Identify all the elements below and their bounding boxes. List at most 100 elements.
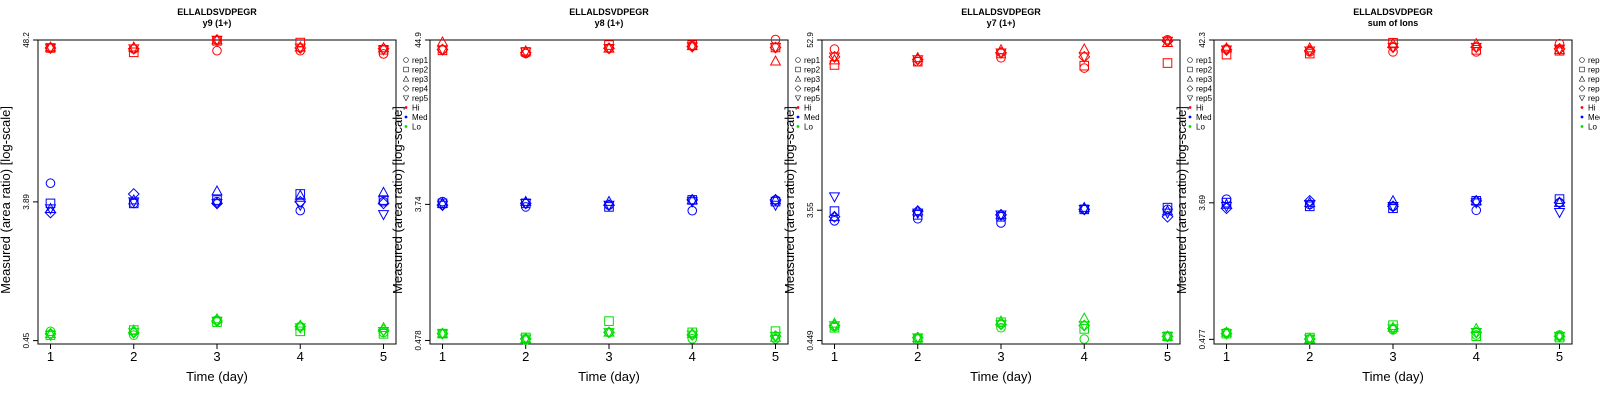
data-point-med-rep2: [378, 195, 389, 205]
legend-label-rep3: rep3: [804, 75, 821, 84]
data-point-hi-rep5: [769, 43, 782, 54]
chart-title: ELLALDSVDPEGR: [1353, 7, 1433, 17]
data-point-hi-rep5: [1387, 42, 1399, 54]
x-tick-label: 4: [689, 349, 696, 364]
x-axis-label: Time (day): [578, 369, 640, 384]
legend-label-lo: Lo: [804, 123, 813, 132]
legend-label-rep1: rep1: [804, 56, 821, 65]
data-point-lo-rep3: [1470, 322, 1483, 333]
data-point-hi-rep5: [603, 44, 615, 55]
x-tick-label: 3: [997, 349, 1004, 364]
y-tick-label: 48.2: [22, 32, 31, 48]
chart-subtitle: y7 (1+): [987, 18, 1016, 28]
legend-symbol-rep2: [795, 66, 801, 73]
data-point-hi-rep5: [294, 43, 307, 55]
x-tick-label: 3: [213, 349, 220, 364]
data-point-med-rep3: [1470, 194, 1483, 206]
y-tick-label: 44.9: [414, 32, 423, 48]
y-axis-label: Measured (area ratio) [log-scale]: [1174, 106, 1189, 294]
data-point-lo-rep5: [127, 328, 140, 339]
plot-frame: [821, 39, 1181, 345]
y-tick-label: 0.478: [414, 330, 423, 351]
data-point-lo-rep5: [1303, 334, 1316, 346]
data-point-med-rep2: [1388, 203, 1398, 214]
data-point-lo-rep5: [911, 333, 924, 344]
data-point-med-rep3: [377, 186, 390, 197]
data-point-lo-rep3: [44, 327, 57, 339]
x-tick-label: 4: [1081, 349, 1088, 364]
y-tick-label: 3.89: [22, 194, 31, 210]
data-point-hi-rep2: [128, 47, 139, 58]
x-tick-label: 1: [439, 349, 446, 364]
data-point-hi-rep1: [212, 45, 222, 56]
data-point-lo-rep5: [1553, 331, 1566, 343]
data-point-lo-rep3: [603, 326, 615, 337]
x-tick-label: 3: [605, 349, 612, 364]
y-axis-label: Measured (area ratio) [log-scale]: [782, 106, 797, 294]
data-point-med-rep5: [828, 192, 841, 203]
legend-symbol-rep4: [402, 85, 410, 92]
data-point-hi-rep5: [519, 47, 532, 59]
legend-label-rep2: rep2: [1196, 66, 1213, 75]
legend-symbol-rep4: [794, 85, 802, 92]
data-point-lo-rep5: [377, 327, 390, 338]
chart-subtitle: y8 (1+): [595, 18, 624, 28]
legend-label-rep1: rep1: [412, 56, 429, 65]
legend-symbol-rep4: [1578, 85, 1586, 92]
data-point-hi-rep5: [828, 52, 841, 63]
data-point-lo-rep3: [1161, 330, 1174, 341]
data-point-lo-rep1: [128, 330, 139, 340]
data-point-lo-rep2: [1079, 324, 1090, 334]
data-point-hi-rep3: [377, 41, 390, 53]
data-point-hi-rep3: [686, 39, 699, 51]
data-point-med-rep2: [1554, 194, 1565, 204]
data-point-hi-rep5: [1161, 36, 1174, 48]
data-point-lo-rep5: [828, 321, 841, 332]
legend-dot-hi: [1580, 106, 1584, 109]
legend-dot-lo: [1188, 125, 1192, 128]
data-point-hi-rep2: [1471, 45, 1482, 55]
legend-symbol-rep5: [1578, 95, 1586, 102]
legend-symbol-rep1: [403, 57, 409, 63]
data-point-lo-rep5: [769, 331, 782, 343]
legend-dot-lo: [1580, 125, 1584, 128]
data-point-med-rep5: [211, 199, 223, 210]
data-point-med-rep4: [769, 193, 782, 206]
x-tick-label: 4: [297, 349, 304, 364]
chart-subtitle: y9 (1+): [203, 18, 232, 28]
data-point-med-rep3: [911, 204, 924, 216]
legend-label-rep2: rep2: [1588, 66, 1600, 75]
chart-subtitle: sum of Ions: [1368, 18, 1419, 28]
legend-dot-hi: [404, 106, 408, 109]
data-point-lo-rep3: [436, 327, 449, 338]
data-point-hi-rep3: [294, 41, 307, 52]
data-point-med-rep4: [294, 195, 307, 208]
y-tick-label: 3.55: [806, 202, 815, 218]
plot-frame: [1213, 39, 1573, 345]
legend-label-rep2: rep2: [412, 66, 429, 75]
data-point-lo-rep5: [211, 316, 223, 328]
y-tick-label: 0.477: [1198, 329, 1207, 350]
chart-title: ELLALDSVDPEGR: [961, 7, 1041, 17]
data-point-lo-rep3: [1387, 321, 1399, 332]
data-point-hi-rep3: [44, 41, 57, 52]
data-point-hi-rep5: [1303, 46, 1316, 57]
data-point-med-rep5: [436, 200, 449, 212]
data-point-med-rep3: [211, 184, 223, 196]
data-point-med-rep4: [1303, 194, 1316, 207]
legend-symbol-rep3: [402, 75, 410, 82]
legend-label-rep2: rep2: [804, 66, 821, 75]
x-axis-label: Time (day): [970, 369, 1032, 384]
x-tick-label: 5: [772, 349, 779, 364]
data-point-med-rep4: [127, 187, 140, 200]
data-point-med-rep1: [45, 178, 56, 189]
chart-title: ELLALDSVDPEGR: [177, 7, 257, 17]
data-point-med-rep4: [1220, 202, 1233, 215]
legend-label-rep3: rep3: [1196, 75, 1213, 84]
data-point-hi-rep3: [603, 42, 615, 53]
legend-symbol-rep3: [1186, 75, 1194, 82]
x-tick-label: 1: [831, 349, 838, 364]
data-point-med-rep3: [294, 189, 307, 200]
